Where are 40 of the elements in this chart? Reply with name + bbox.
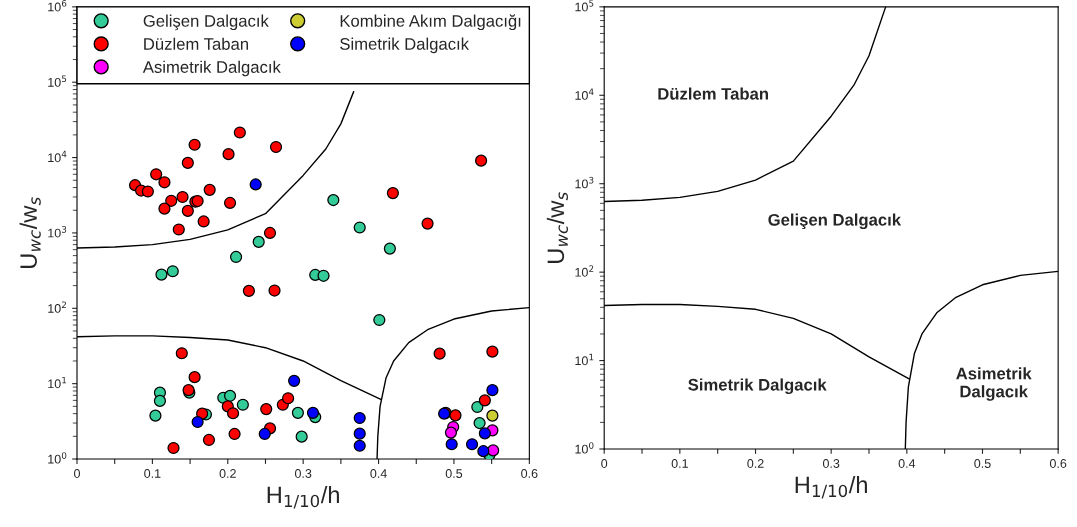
y-tick-label: 10$^{0}$: [48, 452, 67, 464]
y-tick-label: 10$^{4}$: [48, 150, 67, 163]
x-tick-label: 0.2: [219, 469, 236, 478]
annotation: Gelişen Dalgacık: [768, 213, 902, 230]
y-tick-label: 10$^{5}$: [48, 75, 67, 87]
annotation: Asimetrik Dalgacık: [956, 367, 1032, 401]
y-axis-title: U$_{wc}$/w$_{s}$: [546, 192, 568, 263]
x-tick-label: 0.5: [445, 469, 463, 478]
y-tick-label: 10$^{1}$: [48, 376, 67, 389]
legend-label: Asimetrik Dalgacık: [142, 60, 281, 77]
x-tick-label: 0.4: [898, 459, 916, 468]
legend-label: Simetrik Dalgacık: [340, 37, 470, 54]
x-tick-label: 0.3: [294, 469, 312, 478]
y-tick-label: 10$^{6}$: [48, 0, 67, 12]
y-tick-label: 10$^{3}$: [575, 176, 594, 189]
y-tick-label: 10$^{3}$: [48, 226, 67, 238]
y-tick-label: 10$^{1}$: [575, 353, 594, 366]
y-tick-label: 10$^{2}$: [575, 265, 594, 277]
x-tick-label: 0.6: [521, 469, 538, 478]
annotation: Simetrik Dalgacık: [688, 378, 827, 395]
y-tick-label: 10$^{0}$: [575, 442, 594, 454]
y-tick-label: 10$^{5}$: [575, 0, 594, 12]
legend-label: Düzlem Taban: [144, 37, 248, 50]
x-tick-label: 0.2: [747, 459, 764, 468]
x-tick-label: 0: [74, 469, 80, 478]
x-tick-label: 0.4: [370, 469, 387, 478]
x-axis-title: H$_{1/10}$/h: [795, 475, 867, 499]
annotation: Düzlem Taban: [658, 87, 768, 100]
y-tick-label: 10$^{2}$: [48, 301, 66, 313]
x-tick-label: 0: [601, 459, 608, 468]
y-tick-label: 10$^{4}$: [575, 88, 594, 100]
x-tick-label: 0.1: [671, 459, 688, 468]
x-tick-label: 0.5: [974, 459, 991, 468]
x-axis-title: H$_{1/10}$/h: [267, 485, 339, 509]
legend-label: Kombine Akım Dalgacığı: [340, 14, 521, 31]
legend-label: Gelişen Dalgacık: [143, 14, 269, 31]
y-axis-title: U$_{wc}$/w$_{s}$: [19, 197, 41, 268]
x-tick-label: 0.1: [144, 469, 161, 478]
x-tick-label: 0.6: [1049, 459, 1067, 468]
x-tick-label: 0.3: [822, 459, 840, 468]
